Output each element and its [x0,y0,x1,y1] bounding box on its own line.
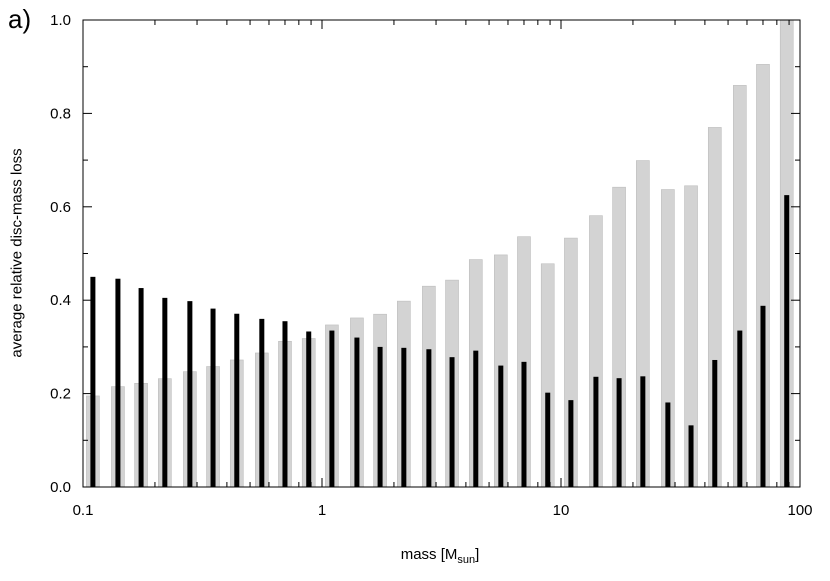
bar-black [498,365,504,487]
y-tick-label: 0.4 [50,292,71,309]
bar-black [234,313,240,487]
bar-black [521,361,527,487]
bar-black [162,297,168,487]
x-tick-label: 100 [787,502,812,519]
bar-black [90,276,96,487]
bar-black [282,321,288,487]
black-bars [90,195,790,487]
bar-black [545,392,551,487]
x-axis-label-sub: sun [457,554,476,566]
bar-black [354,337,360,487]
axis-tick-labels: 0.0 0.2 0.4 0.6 0.8 1.0 0.1 1 10 100 [50,12,812,519]
x-tick-label: 0.1 [73,502,94,519]
bar-black [784,195,790,487]
bar-black [210,308,216,487]
x-tick-label: 1 [318,502,326,519]
bar-black [640,376,646,487]
bar-black [377,346,383,487]
panel-label: a) [8,4,32,34]
bar-black [329,330,335,487]
y-tick-label: 1.0 [50,12,71,29]
y-tick-label: 0.0 [50,479,71,496]
bar-black [187,301,193,487]
bar-black [426,349,432,487]
bar-black [473,350,479,487]
bar-black [401,347,407,487]
x-axis-label-text: mass [M [400,546,458,563]
bar-black [449,357,455,487]
x-tick-label: 10 [553,502,570,519]
bar-black [760,305,766,487]
x-axis-label-suffix: ] [475,546,480,563]
bar-black [115,278,121,487]
y-tick-label: 0.2 [50,386,71,403]
y-tick-label: 0.8 [50,105,71,122]
bar-black [259,318,265,487]
bar-black [688,425,694,487]
axis-ticks [82,19,801,488]
bar-black [306,331,312,487]
y-tick-label: 0.6 [50,199,71,216]
bar-black [616,378,622,487]
bar-black [665,402,671,487]
bar-black [593,376,599,487]
x-axis-label: mass [Msun] [401,546,480,566]
bar-black [568,400,574,487]
bar-black [712,359,718,487]
bar-black [138,288,144,487]
gray-bars [86,19,794,488]
y-axis-label: average relative disc-mass loss [8,148,26,358]
bar-black [737,330,743,487]
